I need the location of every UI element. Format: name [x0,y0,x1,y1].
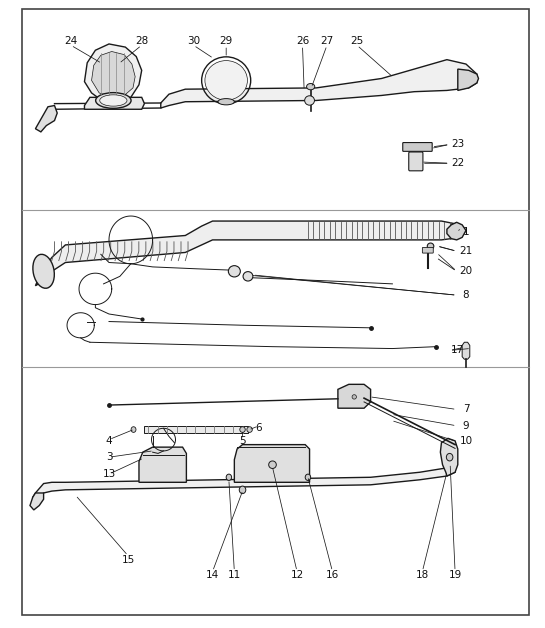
Polygon shape [144,426,248,433]
Ellipse shape [96,92,131,108]
Text: 15: 15 [122,555,135,565]
Text: 9: 9 [463,421,469,431]
Text: 4: 4 [106,436,112,446]
Text: 18: 18 [416,570,429,580]
Text: 1: 1 [463,227,469,237]
Polygon shape [84,44,142,104]
Ellipse shape [240,427,245,432]
Ellipse shape [226,474,232,480]
Ellipse shape [239,486,246,494]
Polygon shape [447,222,466,240]
Polygon shape [440,438,458,476]
Text: 13: 13 [102,469,116,479]
Text: 14: 14 [206,570,219,580]
Polygon shape [30,493,44,510]
Text: 24: 24 [64,36,77,46]
Polygon shape [458,69,479,90]
Polygon shape [33,465,455,501]
Text: 20: 20 [459,266,473,276]
Ellipse shape [131,427,136,432]
Ellipse shape [33,254,54,288]
Text: 10: 10 [459,436,473,447]
Ellipse shape [269,461,276,468]
Polygon shape [462,342,470,359]
Text: 6: 6 [256,423,262,433]
Text: 5: 5 [239,436,246,446]
Polygon shape [35,221,466,286]
Ellipse shape [247,427,252,432]
Text: 16: 16 [326,570,339,580]
Text: 27: 27 [320,36,334,46]
Ellipse shape [427,243,434,249]
Ellipse shape [218,99,234,105]
Polygon shape [84,97,144,109]
Polygon shape [234,445,310,482]
Ellipse shape [352,394,356,399]
Ellipse shape [305,95,314,106]
FancyBboxPatch shape [422,247,433,253]
Ellipse shape [243,271,253,281]
Text: 23: 23 [451,139,464,149]
Ellipse shape [446,453,453,461]
Text: 19: 19 [449,570,462,580]
Text: 11: 11 [228,570,241,580]
Polygon shape [92,51,135,97]
FancyBboxPatch shape [409,152,423,171]
Text: 30: 30 [187,36,200,46]
Text: 12: 12 [290,570,304,580]
Ellipse shape [228,266,240,277]
Text: 7: 7 [463,404,469,414]
Text: 28: 28 [135,36,148,46]
Text: 17: 17 [451,345,464,355]
Text: 29: 29 [220,36,233,46]
Text: 8: 8 [463,290,469,300]
Polygon shape [338,384,371,408]
Ellipse shape [306,84,314,90]
Polygon shape [161,60,477,108]
Ellipse shape [305,474,311,480]
Ellipse shape [205,60,247,100]
Ellipse shape [100,95,127,106]
Text: 3: 3 [106,452,112,462]
Text: 25: 25 [350,36,364,46]
Text: 21: 21 [459,246,473,256]
Polygon shape [35,106,57,132]
Polygon shape [139,447,186,482]
Text: 22: 22 [451,158,464,168]
FancyBboxPatch shape [403,143,432,151]
Text: 26: 26 [296,36,309,46]
